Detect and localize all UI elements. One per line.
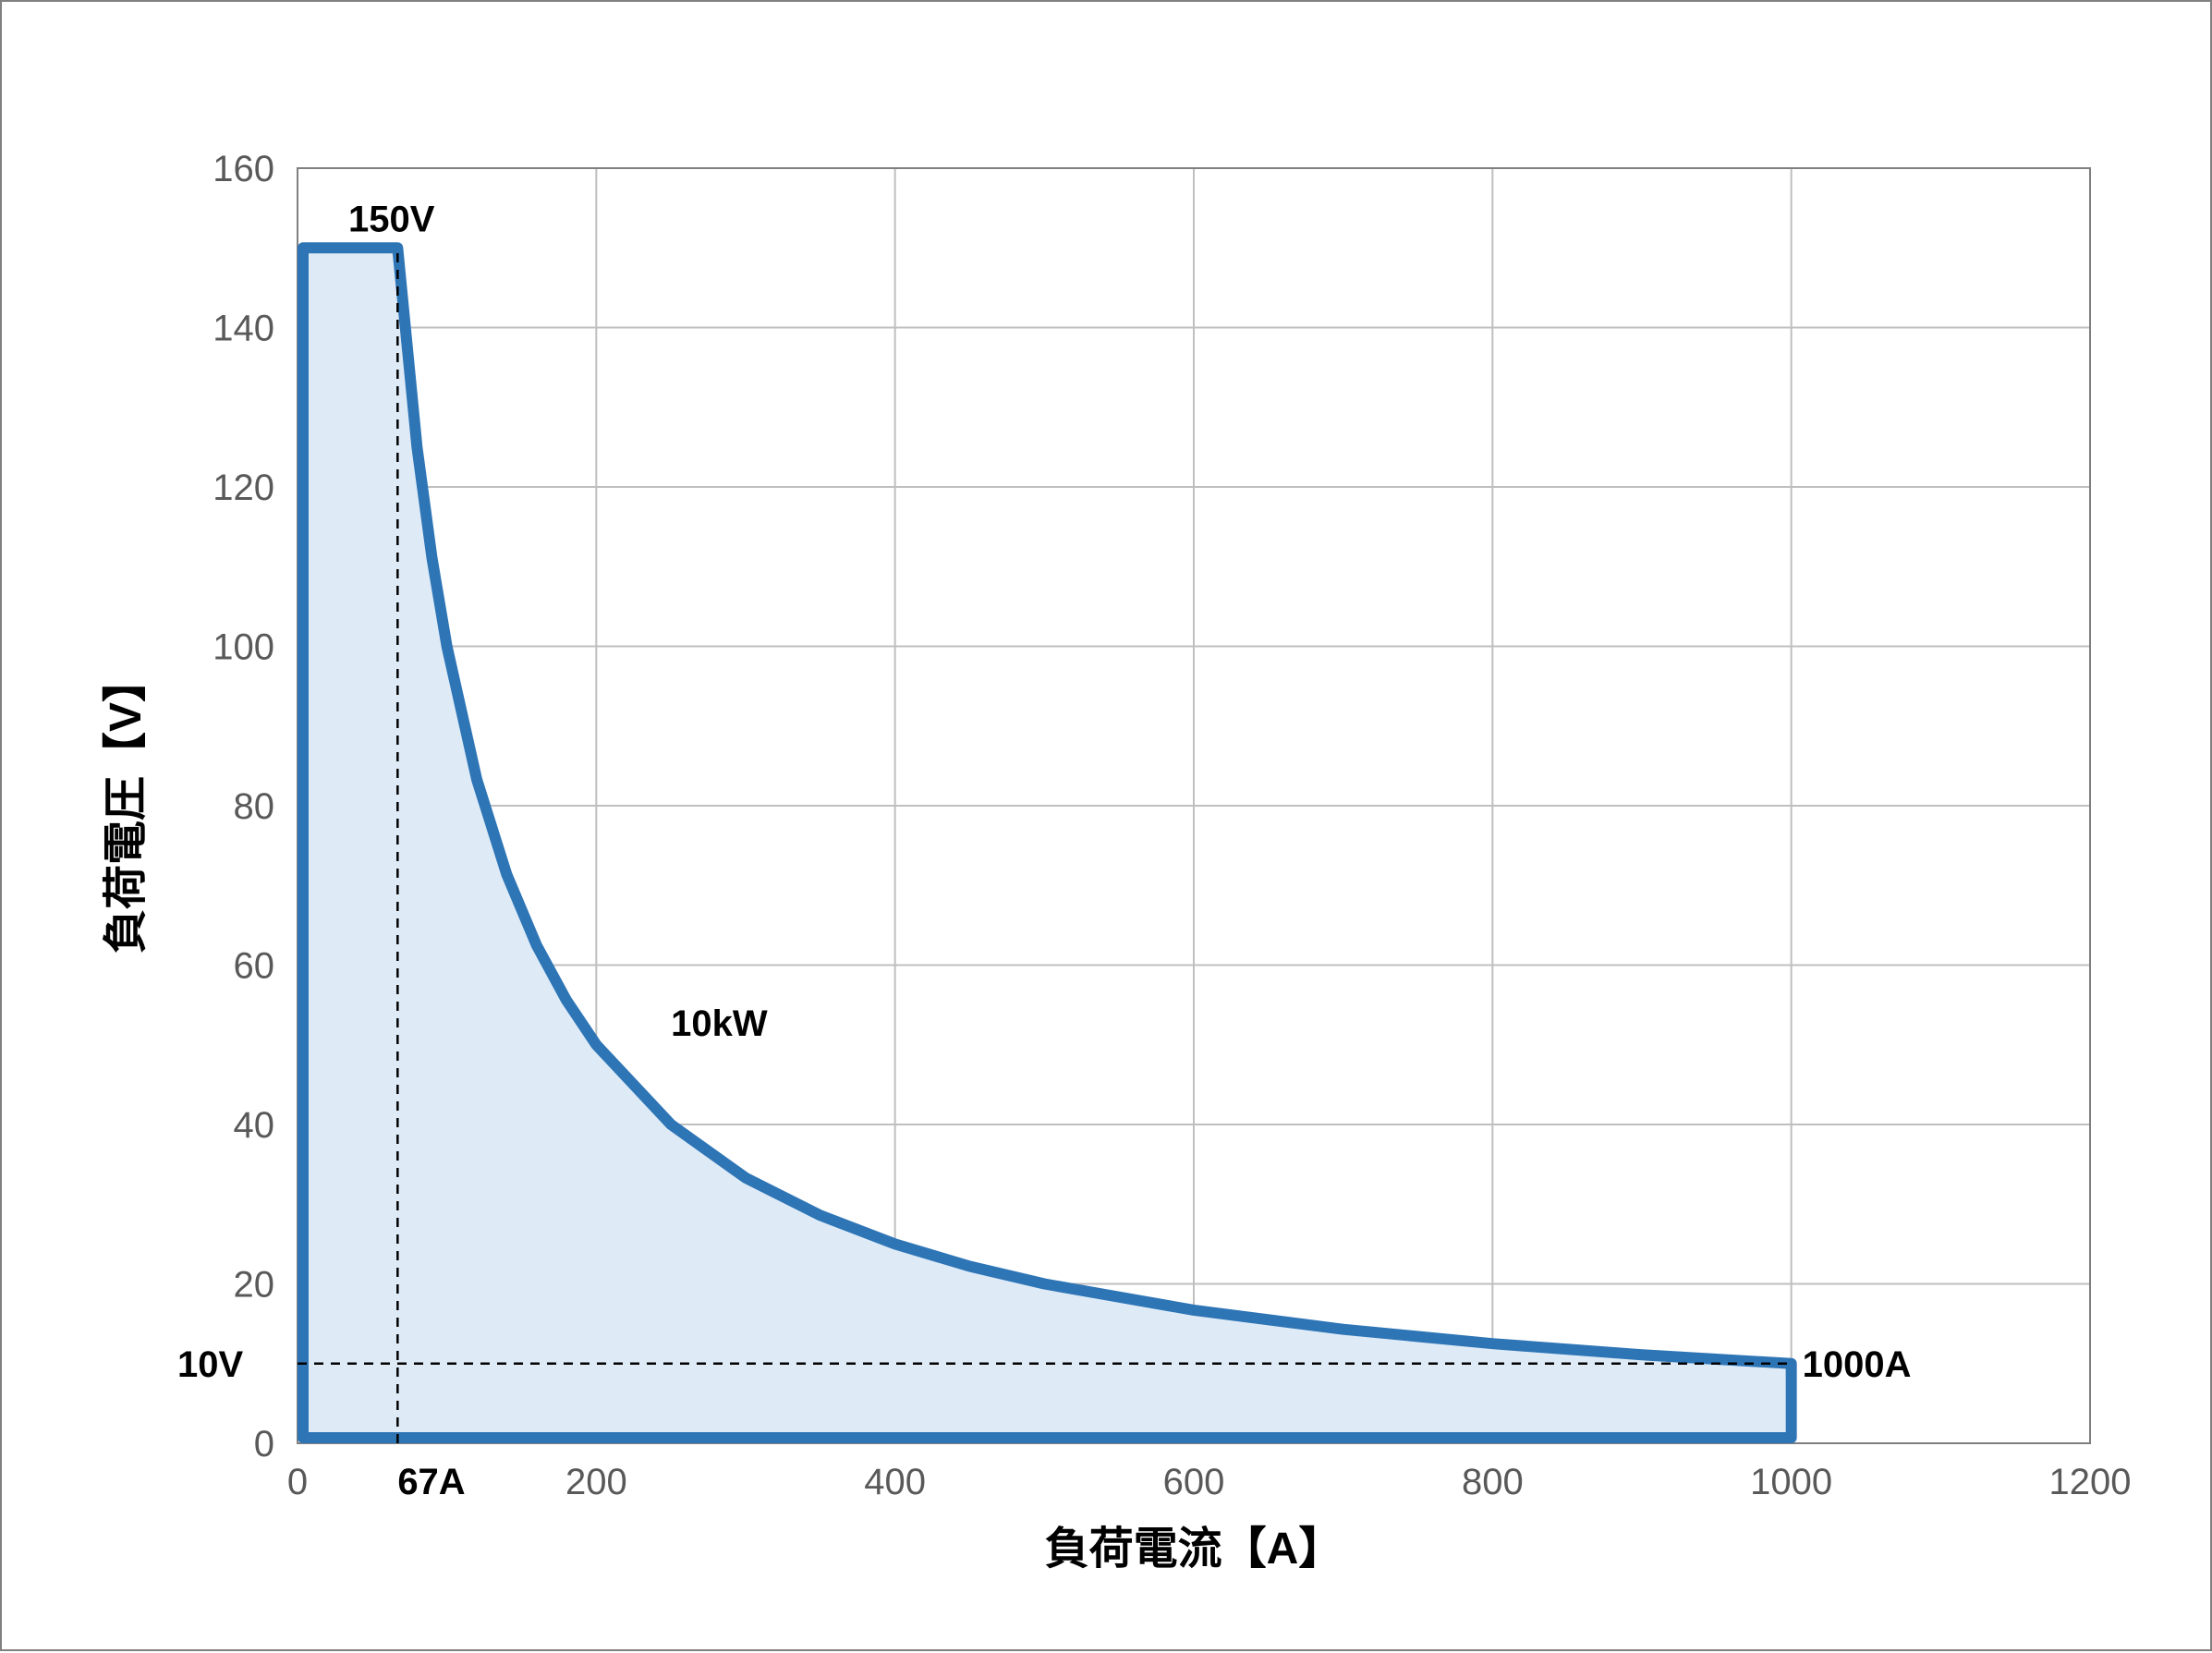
x-tick-label: 1200: [2049, 1462, 2132, 1502]
x-tick-label: 1000: [1750, 1462, 1832, 1502]
annotation-power: 10kW: [671, 1003, 768, 1044]
annotation-i-at-vmax: 67A: [397, 1462, 465, 1502]
x-tick-label: 800: [1462, 1462, 1524, 1502]
x-tick-label: 0: [287, 1462, 308, 1502]
y-tick-label: 100: [213, 627, 274, 668]
x-tick-label: 200: [565, 1462, 627, 1502]
annotation-imax: 1000A: [1803, 1344, 1912, 1385]
power-curve-chart: 0 200 400 600 800 1000 1200 0 20 40 60 80 100 120 140 1…: [2, 2, 2212, 1653]
chart-frame: 0 200 400 600 800 1000 1200 0 20 40 60 80 100 120 140 1…: [0, 0, 2212, 1651]
operating-area: [303, 248, 1792, 1438]
annotation-v-at-imax: 10V: [177, 1344, 243, 1385]
y-tick-label: 160: [213, 149, 274, 189]
y-tick-label: 40: [234, 1105, 275, 1146]
y-tick-label: 120: [213, 468, 274, 508]
x-axis-title: 負荷電流【A】: [1045, 1525, 1343, 1574]
annotation-vmax: 150V: [348, 199, 435, 239]
y-tick-label: 20: [234, 1265, 275, 1306]
y-tick-label: 80: [234, 786, 275, 827]
y-axis-title: 負荷電圧【V】: [102, 658, 151, 954]
y-tick-label: 0: [254, 1424, 274, 1465]
x-tick-label: 600: [1163, 1462, 1225, 1502]
x-tick-label: 400: [864, 1462, 926, 1502]
y-tick-label: 140: [213, 309, 274, 349]
y-tick-label: 60: [234, 946, 275, 987]
